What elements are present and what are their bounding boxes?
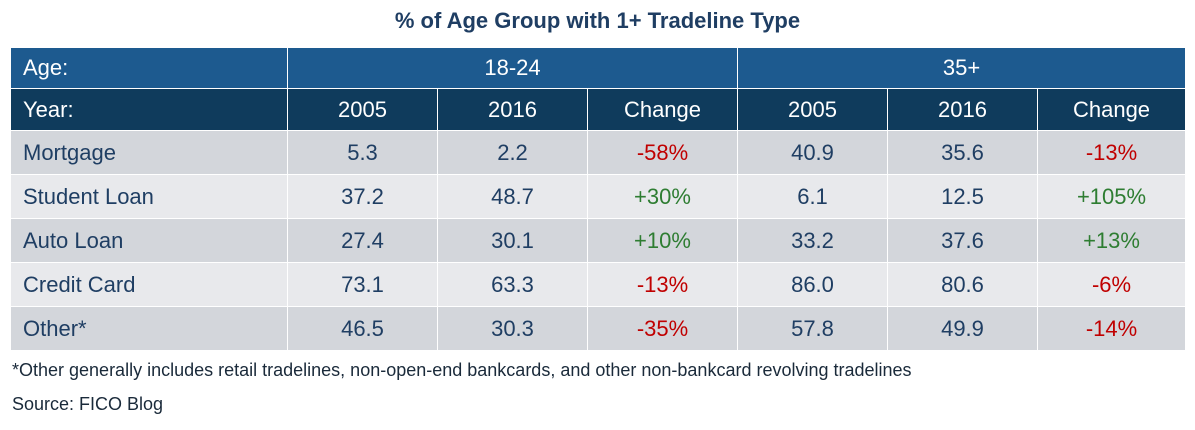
change-cell: +13% (1036, 218, 1187, 263)
change-cell: +30% (587, 174, 738, 219)
value-cell: 5.3 (287, 130, 438, 175)
age-group-header: 35+ (736, 47, 1187, 89)
footnote: *Other generally includes retail tradeli… (12, 360, 912, 380)
change-cell: -6% (1036, 262, 1187, 307)
age-label: Age: (10, 47, 288, 89)
tradeline-table: Age: 18-24 35+ Year: 2005 2016 Change 20… (10, 47, 1187, 351)
change-cell: -35% (587, 306, 738, 351)
table-row: Mortgage 5.3 2.2 -58% 40.9 35.6 -13% (10, 130, 1187, 175)
column-header: 2005 (287, 88, 438, 131)
value-cell: 30.3 (437, 306, 588, 351)
value-cell: 73.1 (287, 262, 438, 307)
table-row: Credit Card 73.1 63.3 -13% 86.0 80.6 -6% (10, 262, 1187, 307)
table-row: Student Loan 37.2 48.7 +30% 6.1 12.5 +105% (10, 174, 1187, 219)
change-cell: +105% (1036, 174, 1187, 219)
change-cell: -58% (587, 130, 738, 175)
value-cell: 80.6 (887, 262, 1038, 307)
column-header: 2005 (737, 88, 888, 131)
value-cell: 49.9 (887, 306, 1038, 351)
age-group-header: 18-24 (287, 47, 738, 89)
year-header-row: Year: 2005 2016 Change 2005 2016 Change (10, 88, 1187, 131)
value-cell: 33.2 (737, 218, 888, 263)
source-note: Source: FICO Blog (12, 394, 164, 414)
value-cell: 40.9 (737, 130, 888, 175)
column-header: Change (1036, 88, 1187, 131)
change-cell: -13% (1036, 130, 1187, 175)
value-cell: 86.0 (737, 262, 888, 307)
value-cell: 27.4 (287, 218, 438, 263)
column-header: 2016 (887, 88, 1038, 131)
column-header: 2016 (437, 88, 588, 131)
value-cell: 2.2 (437, 130, 588, 175)
change-cell: +10% (587, 218, 738, 263)
value-cell: 35.6 (887, 130, 1038, 175)
age-header-row: Age: 18-24 35+ (10, 47, 1187, 89)
value-cell: 63.3 (437, 262, 588, 307)
value-cell: 6.1 (737, 174, 888, 219)
row-label: Other* (10, 306, 288, 351)
row-label: Credit Card (10, 262, 288, 307)
year-label: Year: (10, 88, 288, 131)
row-label: Mortgage (10, 130, 288, 175)
table-row: Auto Loan 27.4 30.1 +10% 33.2 37.6 +13% (10, 218, 1187, 263)
chart-title: % of Age Group with 1+ Tradeline Type (394, 8, 801, 33)
value-cell: 30.1 (437, 218, 588, 263)
value-cell: 12.5 (887, 174, 1038, 219)
value-cell: 37.6 (887, 218, 1038, 263)
value-cell: 37.2 (287, 174, 438, 219)
value-cell: 57.8 (737, 306, 888, 351)
column-header: Change (587, 88, 738, 131)
change-cell: -13% (587, 262, 738, 307)
row-label: Auto Loan (10, 218, 288, 263)
value-cell: 46.5 (287, 306, 438, 351)
value-cell: 48.7 (437, 174, 588, 219)
table-row: Other* 46.5 30.3 -35% 57.8 49.9 -14% (10, 306, 1187, 351)
change-cell: -14% (1036, 306, 1187, 351)
row-label: Student Loan (10, 174, 288, 219)
